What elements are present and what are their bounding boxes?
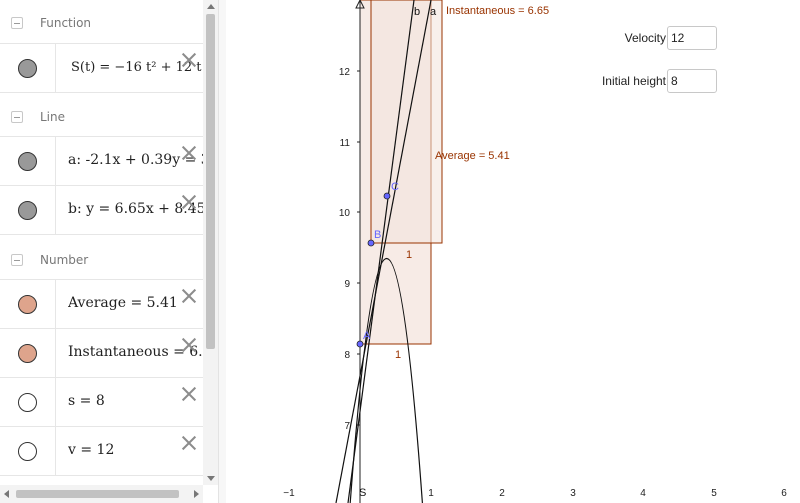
y-tick-label: 10 — [339, 208, 351, 219]
initial-height-input[interactable]: 8 — [667, 69, 717, 93]
marble-cell — [0, 427, 56, 475]
collapse-number-icon[interactable] — [11, 254, 23, 266]
initial-height-label: Initial height — [601, 74, 666, 88]
vertical-scroll-thumb[interactable] — [206, 14, 215, 349]
delete-s-icon[interactable] — [181, 386, 197, 402]
delete-a-icon[interactable] — [181, 145, 197, 161]
point-C-label: C — [391, 181, 399, 193]
delete-instantaneous-icon[interactable] — [181, 337, 197, 353]
algebra-item-text-instantaneous[interactable]: Instantaneous = 6.65 — [68, 344, 203, 360]
algebra-item-text-a[interactable]: a: -2.1x + 0.39y = 3.14 — [68, 152, 203, 168]
algebra-item-instantaneous[interactable]: Instantaneous = 6.65 — [0, 329, 203, 378]
marble-cell — [0, 44, 56, 92]
curve-S-label: S — [359, 487, 366, 499]
panel-divider[interactable] — [218, 0, 226, 503]
delete-S-icon[interactable] — [181, 52, 197, 68]
scroll-right-icon[interactable] — [194, 490, 199, 498]
scroll-up-icon[interactable] — [207, 4, 215, 9]
slope-unit-label: 1 — [395, 349, 401, 361]
y-tick-label: 12 — [339, 67, 351, 78]
x-tick-label: 6 — [781, 488, 787, 499]
algebra-item-s[interactable]: s = 8 — [0, 378, 203, 427]
marble-cell — [0, 137, 56, 185]
visibility-marble-icon[interactable] — [18, 152, 37, 171]
algebra-item-v[interactable]: v = 12 — [0, 427, 203, 476]
algebra-list: Function S(t) = −16 t² + 12 t + 8 Line a… — [0, 0, 203, 485]
point-B-label: B — [374, 229, 381, 241]
algebra-item-text-S[interactable]: S(t) = −16 t² + 12 t + 8 — [71, 60, 203, 75]
y-tick-label: 11 — [340, 138, 351, 149]
line-a-label: a — [430, 6, 437, 18]
algebra-item-average[interactable]: Average = 5.41 — [0, 280, 203, 329]
group-label-function: Function — [40, 16, 92, 30]
visibility-marble-icon[interactable] — [18, 295, 37, 314]
y-tick-label: 7 — [344, 421, 350, 432]
group-label-number: Number — [40, 253, 89, 267]
visibility-marble-icon[interactable] — [18, 344, 37, 363]
algebra-item-b[interactable]: b: y = 6.65x + 8.45 — [0, 186, 203, 235]
algebra-item-text-s[interactable]: s = 8 — [68, 393, 105, 409]
x-tick-label: 3 — [570, 488, 576, 499]
visibility-marble-icon[interactable] — [18, 442, 37, 461]
velocity-input[interactable]: 12 — [667, 26, 717, 50]
x-tick-label: 5 — [711, 488, 717, 499]
algebra-item-text-average[interactable]: Average = 5.41 — [68, 295, 178, 311]
algebra-view: Function S(t) = −16 t² + 12 t + 8 Line a… — [0, 0, 218, 503]
algebra-item-text-v[interactable]: v = 12 — [68, 442, 115, 458]
point-A-label: A — [363, 330, 371, 342]
velocity-label: Velocity — [624, 31, 666, 45]
point-B[interactable] — [367, 239, 375, 247]
marble-cell — [0, 280, 56, 328]
graphics-canvas[interactable]: 7 8 9 10 11 12 −1 1 2 3 4 5 6 b a S A B — [226, 0, 800, 503]
group-label-line: Line — [40, 110, 66, 124]
vertical-scrollbar[interactable] — [203, 0, 218, 485]
group-header-number[interactable]: Number — [0, 236, 203, 280]
x-tick-label: 4 — [640, 488, 646, 499]
delete-b-icon[interactable] — [181, 194, 197, 210]
scroll-down-icon[interactable] — [207, 476, 215, 481]
x-tick-label: 1 — [428, 488, 434, 499]
delete-average-icon[interactable] — [181, 288, 197, 304]
curve-S[interactable] — [349, 258, 423, 503]
algebra-item-text-b[interactable]: b: y = 6.65x + 8.45 — [68, 201, 203, 217]
instantaneous-annotation: Instantaneous = 6.65 — [446, 5, 549, 17]
line-b-label: b — [414, 6, 420, 18]
collapse-line-icon[interactable] — [11, 111, 23, 123]
instantaneous-slope-triangle[interactable] — [370, 0, 443, 244]
point-A[interactable] — [356, 340, 364, 348]
y-tick-label: 9 — [344, 279, 350, 290]
x-tick-label: −1 — [283, 488, 295, 499]
graphics-view[interactable]: 7 8 9 10 11 12 −1 1 2 3 4 5 6 b a S A B — [226, 0, 800, 503]
delete-v-icon[interactable] — [181, 435, 197, 451]
marble-cell — [0, 186, 56, 234]
group-header-line[interactable]: Line — [0, 93, 203, 137]
algebra-item-a[interactable]: a: -2.1x + 0.39y = 3.14 — [0, 137, 203, 186]
horizontal-scroll-thumb[interactable] — [16, 490, 179, 498]
algebra-item-S[interactable]: S(t) = −16 t² + 12 t + 8 — [0, 44, 203, 93]
y-tick-label: 8 — [344, 350, 350, 361]
visibility-marble-icon[interactable] — [18, 59, 37, 78]
slope-unit-label: 1 — [406, 249, 412, 261]
x-tick-label: 2 — [499, 488, 505, 499]
visibility-marble-icon[interactable] — [18, 393, 37, 412]
group-header-function[interactable]: Function — [0, 0, 203, 44]
scroll-left-icon[interactable] — [4, 490, 9, 498]
point-C[interactable] — [383, 192, 391, 200]
visibility-marble-icon[interactable] — [18, 201, 37, 220]
average-annotation: Average = 5.41 — [435, 150, 510, 162]
line-b[interactable] — [347, 0, 415, 503]
marble-cell — [0, 378, 56, 426]
collapse-function-icon[interactable] — [11, 17, 23, 29]
horizontal-scrollbar[interactable] — [0, 485, 203, 503]
marble-cell — [0, 329, 56, 377]
y-axis-arrow-icon — [355, 0, 365, 9]
line-a[interactable] — [335, 0, 432, 503]
